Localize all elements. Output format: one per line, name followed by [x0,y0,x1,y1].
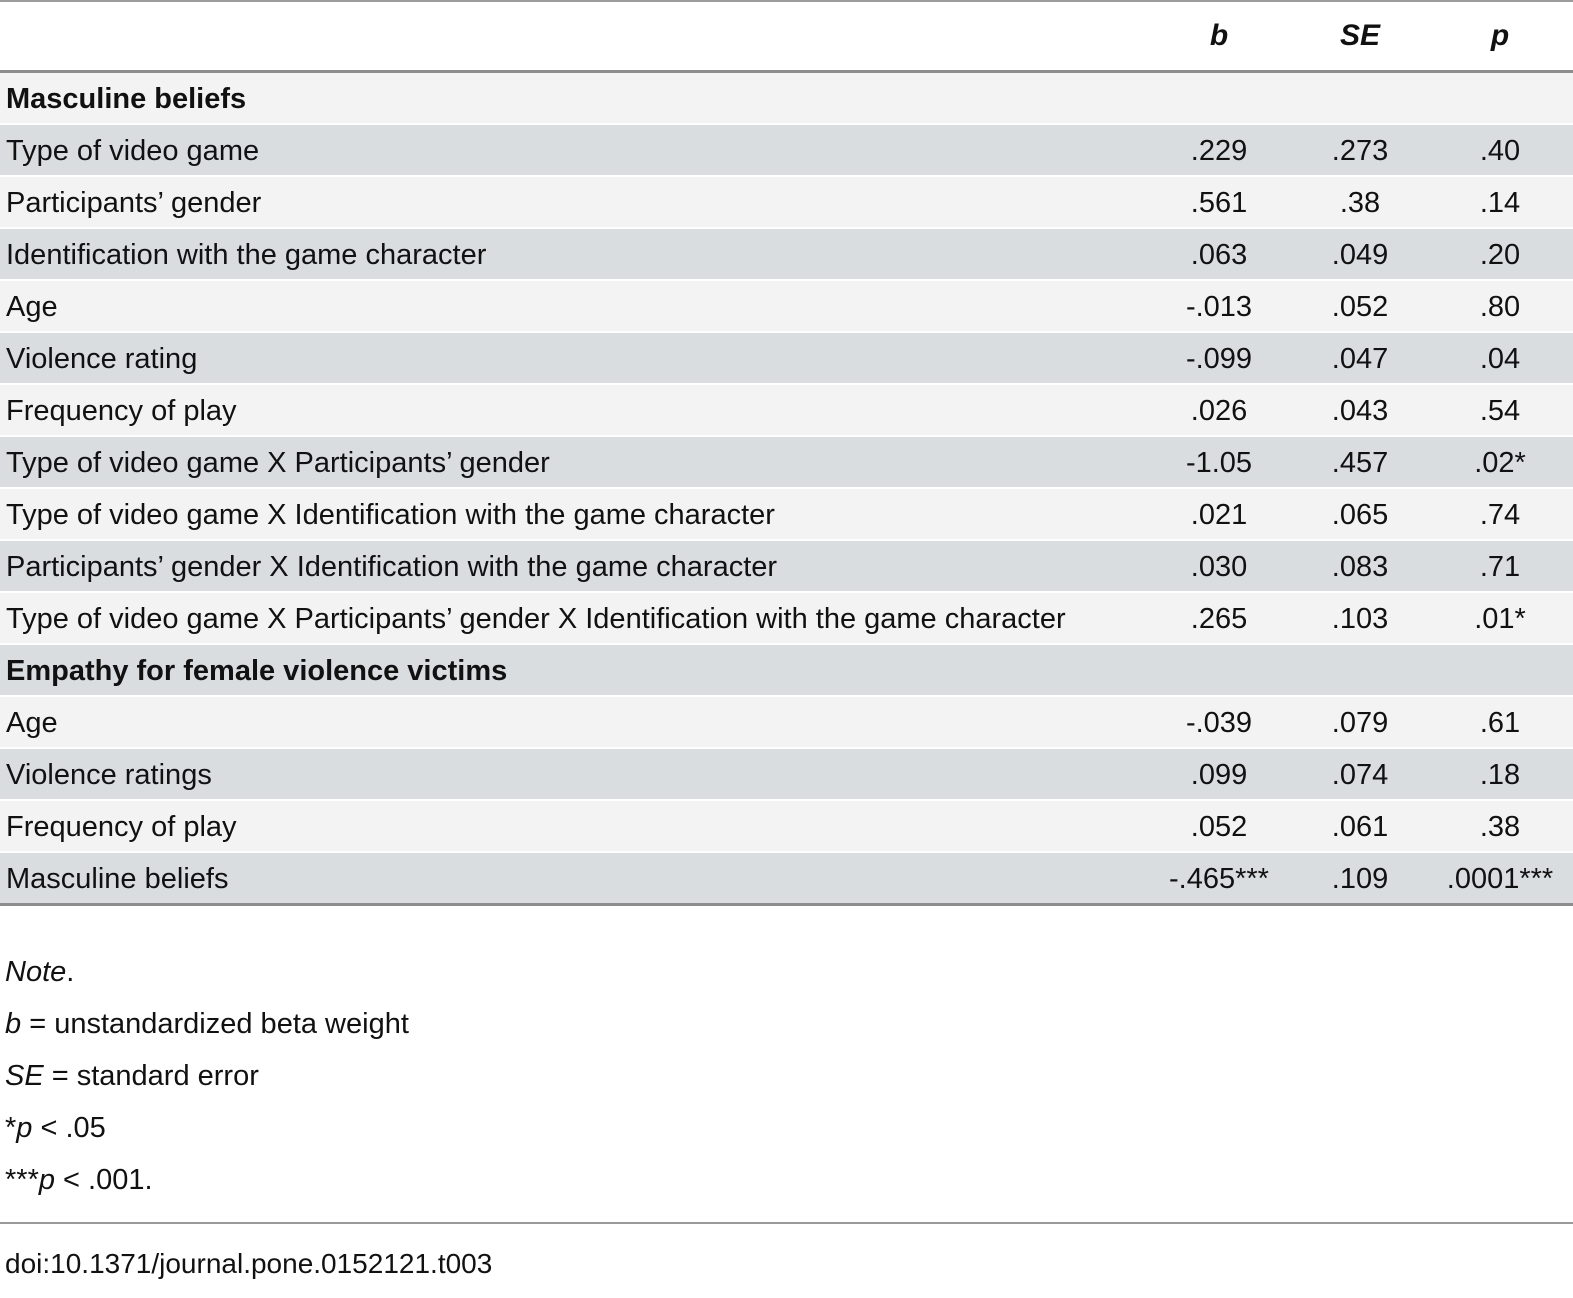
p-value: .18 [1479,759,1521,791]
row-label: Type of video game X Participants’ gende… [6,447,550,479]
row-label: Participants’ gender X Identification wi… [6,551,778,583]
p-value: .71 [1479,551,1521,583]
table-row: Type of video game X Participants’ gende… [0,436,1573,488]
doi-text: doi:10.1371/journal.pone.0152121.t003 [5,1248,493,1279]
p-value: .14 [1479,187,1521,219]
p-value: .74 [1479,499,1521,531]
b-value: -1.05 [1185,447,1253,479]
header-se: SE [1293,1,1427,72]
table-row: Age -.013 .052 .80 [0,280,1573,332]
note-word: Note [5,956,67,988]
footer-divider [0,1222,1573,1224]
note-line: Note. [5,956,75,988]
header-b: b [1145,1,1293,72]
row-label: Participants’ gender [6,187,262,219]
row-label: Frequency of play [6,811,237,843]
p-value: .02* [1474,447,1526,479]
se-value: .043 [1331,395,1389,427]
note-p001: ***p < .001. [5,1164,153,1196]
row-label: Age [6,291,58,323]
se-value: .061 [1331,811,1389,843]
row-label: Type of video game [6,135,260,167]
row-label: Identification with the game character [6,239,487,271]
b-value: -.039 [1185,707,1253,739]
table-row: Type of video game X Participants’ gende… [0,592,1573,644]
se-value: .079 [1331,707,1389,739]
se-value: .38 [1339,187,1381,219]
p-value: .01* [1474,603,1526,635]
table-row: Type of video game X Identification with… [0,488,1573,540]
row-label: Type of video game X Identification with… [6,499,775,531]
b-value: .026 [1190,395,1248,427]
section-header-label: Masculine beliefs [6,83,247,115]
b-value: .099 [1190,759,1248,791]
table-row: Violence rating -.099 .047 .04 [0,332,1573,384]
table-row: Violence ratings .099 .074 .18 [0,748,1573,800]
se-value: .052 [1331,291,1389,323]
table-row: Participants’ gender X Identification wi… [0,540,1573,592]
row-label: Violence ratings [6,759,212,791]
se-value: .103 [1331,603,1389,635]
table-header-row: b SE p [0,1,1573,72]
note-b-definition: b = unstandardized beta weight [5,1008,409,1040]
b-value: .030 [1190,551,1248,583]
p-value: .40 [1479,135,1521,167]
b-value: .229 [1190,135,1248,167]
table-row: Identification with the game character .… [0,228,1573,280]
header-p: p [1427,1,1573,72]
p-value: .0001*** [1446,863,1554,895]
se-value: .083 [1331,551,1389,583]
table-row: Frequency of play .052 .061 .38 [0,800,1573,852]
row-label: Age [6,707,58,739]
b-value: .021 [1190,499,1248,531]
note-se-definition: SE = standard error [5,1060,259,1092]
p-value: .54 [1479,395,1521,427]
row-label: Frequency of play [6,395,237,427]
b-value: -.465*** [1169,863,1269,895]
section-header-row: Empathy for female violence victims [0,644,1573,696]
se-value: .049 [1331,239,1389,271]
p-value: .20 [1479,239,1521,271]
p-value: .04 [1479,343,1521,375]
row-label: Violence rating [6,343,198,375]
se-value: .065 [1331,499,1389,531]
regression-table: b SE p Masculine beliefs Type of video g… [0,0,1573,905]
table-row: Masculine beliefs -.465*** .109 .0001*** [0,852,1573,905]
table-notes: Note. b = unstandardized beta weight SE … [5,946,1573,1206]
se-value: .457 [1331,447,1389,479]
b-value: -.099 [1185,343,1253,375]
table-row: Participants’ gender .561 .38 .14 [0,176,1573,228]
se-value: .074 [1331,759,1389,791]
p-value: .61 [1479,707,1521,739]
b-value: .561 [1190,187,1248,219]
se-value: .273 [1331,135,1389,167]
b-value: .063 [1190,239,1248,271]
section-header-row: Masculine beliefs [0,71,1573,124]
header-empty-cell [0,1,1145,72]
se-value: .109 [1331,863,1389,895]
b-value: .265 [1190,603,1248,635]
b-value: -.013 [1185,291,1253,323]
section-header-label: Empathy for female violence victims [6,655,508,687]
table-row: Age -.039 .079 .61 [0,696,1573,748]
se-value: .047 [1331,343,1389,375]
note-p05: *p < .05 [5,1112,106,1144]
b-value: .052 [1190,811,1248,843]
p-value: .80 [1479,291,1521,323]
table-row: Type of video game .229 .273 .40 [0,124,1573,176]
row-label: Type of video game X Participants’ gende… [6,603,1066,635]
table-row: Frequency of play .026 .043 .54 [0,384,1573,436]
row-label: Masculine beliefs [6,863,229,895]
p-value: .38 [1479,811,1521,843]
